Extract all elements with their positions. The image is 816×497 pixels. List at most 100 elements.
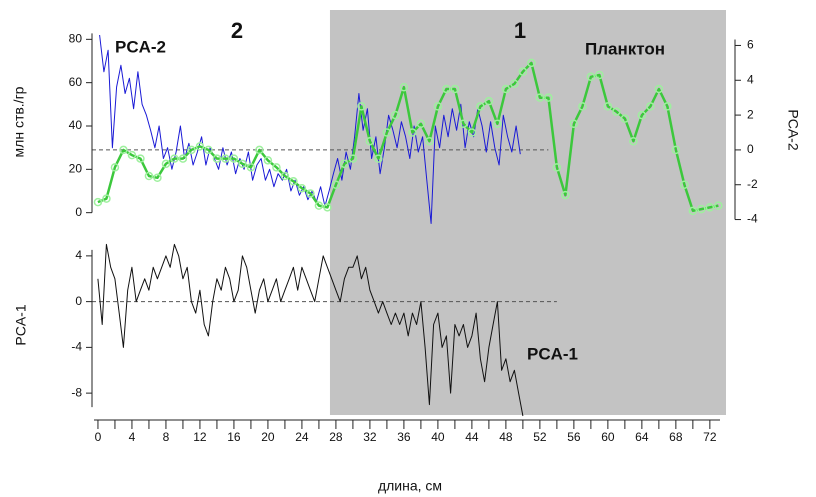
series-marker (697, 204, 706, 214)
series-marker (680, 180, 689, 189)
x-tick-label: 72 (703, 430, 717, 444)
x-tick-label: 32 (363, 430, 377, 444)
x-tick-label: 56 (567, 430, 581, 444)
series-marker (110, 163, 120, 172)
series-marker (161, 159, 171, 169)
series-marker (535, 93, 545, 102)
x-tick-label: 20 (261, 430, 275, 444)
series-marker (263, 156, 273, 165)
x-tick-label: 24 (295, 430, 309, 444)
series-marker (714, 201, 723, 210)
series-marker (187, 145, 196, 155)
series-marker (399, 82, 409, 92)
series-marker (493, 119, 502, 129)
series-marker (374, 154, 383, 163)
series-marker (144, 171, 154, 181)
y2-tick-label: -4 (747, 212, 758, 226)
series-marker (620, 114, 630, 123)
x-tick-label: 12 (193, 430, 207, 444)
zone-label: 1 (514, 18, 526, 43)
x-tick-label: 36 (397, 430, 411, 444)
series-marker (646, 102, 655, 111)
series-label: Планктон (585, 39, 665, 58)
series-line (99, 34, 521, 224)
series-line (97, 243, 524, 417)
series-marker (365, 136, 375, 146)
series-marker (314, 201, 324, 210)
series-marker (391, 110, 400, 120)
series-label: PCA-2 (115, 37, 166, 56)
series-marker (127, 150, 137, 160)
zone-label: 2 (231, 18, 243, 43)
series-marker (246, 163, 256, 172)
y-tick-label: 40 (69, 118, 83, 132)
series-line (97, 61, 719, 213)
series-marker (705, 203, 715, 212)
x-tick-label: 64 (635, 430, 649, 444)
series-marker (119, 145, 128, 155)
y-tick-label: 20 (69, 162, 83, 176)
series-marker (501, 84, 511, 94)
series-marker (442, 84, 451, 94)
series-marker (569, 119, 579, 129)
series-marker (476, 102, 485, 111)
series-marker (348, 154, 358, 163)
x-tick-label: 16 (227, 430, 241, 444)
y2-tick-label: 2 (747, 107, 754, 121)
y-tick-label: 60 (69, 75, 83, 89)
series-marker (612, 107, 621, 116)
zone-shade (329, 10, 726, 415)
series-marker (518, 67, 528, 76)
series-marker (93, 197, 103, 207)
series-marker (195, 142, 205, 151)
series-marker (170, 154, 179, 163)
x-tick-label: 48 (499, 430, 513, 444)
y3-tick-label: -8 (71, 385, 82, 399)
x-tick-label: 0 (95, 430, 102, 444)
series-marker (433, 102, 443, 111)
series-marker (331, 180, 341, 189)
series-marker (527, 58, 536, 68)
y2-axis-title: PCA-2 (785, 109, 801, 150)
series-marker (663, 102, 672, 111)
series-marker (603, 102, 613, 111)
series-marker (153, 173, 162, 183)
series-marker (212, 154, 222, 163)
x-tick-label: 68 (669, 430, 683, 444)
y2-tick-label: 4 (747, 72, 754, 86)
series-marker (416, 119, 426, 129)
series-marker (544, 93, 553, 102)
series-marker (255, 145, 264, 155)
series-marker (629, 136, 638, 146)
series-marker (408, 128, 417, 137)
y-tick-label: 0 (75, 205, 82, 219)
series-marker (586, 72, 596, 82)
series-marker (204, 145, 213, 155)
series-marker (323, 203, 332, 212)
series-marker (688, 206, 698, 216)
x-tick-label: 8 (163, 430, 170, 444)
series-marker (238, 159, 247, 169)
y3-axis-title: PCA-1 (13, 304, 29, 345)
series-marker (671, 145, 681, 155)
series-marker (595, 70, 604, 80)
x-tick-label: 44 (465, 430, 479, 444)
x-tick-label: 52 (533, 430, 547, 444)
y2-tick-label: 0 (747, 142, 754, 156)
series-marker (382, 128, 392, 137)
x-tick-label: 28 (329, 430, 343, 444)
series-marker (178, 154, 188, 163)
y2-tick-label: -2 (747, 177, 758, 191)
y3-tick-label: 4 (75, 248, 82, 262)
series-marker (561, 190, 570, 200)
series-marker (450, 84, 460, 94)
series-marker (510, 79, 519, 88)
series-marker (459, 119, 468, 129)
series-marker (229, 154, 239, 163)
series-marker (484, 96, 494, 106)
series-marker (425, 136, 434, 146)
x-tick-label: 4 (129, 430, 136, 444)
x-tick-label: 60 (601, 430, 615, 444)
series-marker (136, 154, 145, 163)
series-marker (467, 128, 477, 137)
